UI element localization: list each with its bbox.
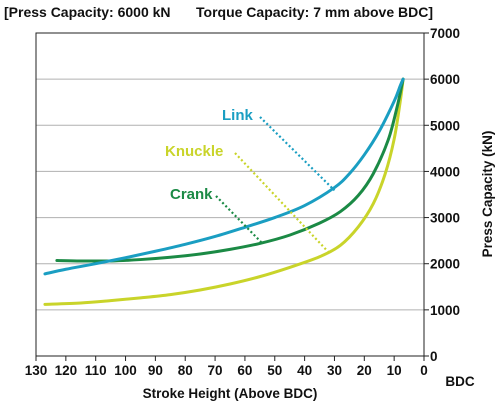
x-tick-label: 100 <box>114 363 137 378</box>
series-annotations: Link Knuckle Crank <box>165 107 336 253</box>
x-tick-label: 20 <box>357 363 372 378</box>
x-tick-label: 40 <box>297 363 312 378</box>
y-tick-label: 2000 <box>430 257 460 272</box>
y-axis-label: Press Capacity (kN) <box>480 131 495 258</box>
annotation-leader-crank <box>215 195 264 245</box>
annotation-leader-knuckle <box>234 152 330 253</box>
y-axis-ticks: 0 1000 2000 3000 4000 5000 6000 7000 <box>424 26 460 364</box>
x-tick-label: 130 <box>25 363 48 378</box>
series-line-crank <box>55 77 405 263</box>
y-tick-label: 5000 <box>430 118 460 133</box>
header-press-capacity: [Press Capacity: 6000 kN <box>4 4 171 20</box>
series-lines <box>43 77 405 306</box>
annotation-label-link: Link <box>222 107 253 124</box>
x-tick-label: 30 <box>327 363 342 378</box>
y-tick-label: 6000 <box>430 72 460 87</box>
x-tick-label: 50 <box>267 363 282 378</box>
x-tick-label: 90 <box>148 363 163 378</box>
x-tick-label: 60 <box>237 363 252 378</box>
x-tick-label: 120 <box>55 363 78 378</box>
y-tick-label: 1000 <box>430 303 460 318</box>
x-tick-label: 10 <box>387 363 402 378</box>
series-line-knuckle <box>43 77 405 306</box>
annotation-label-crank: Crank <box>170 186 213 203</box>
header-torque-capacity: Torque Capacity: 7 mm above BDC] <box>196 4 433 20</box>
x-axis-bdc-label: BDC <box>445 374 474 389</box>
x-tick-label: 80 <box>178 363 193 378</box>
x-tick-label: 110 <box>85 363 107 378</box>
x-axis-label: Stroke Height (Above BDC) <box>143 386 318 401</box>
y-tick-label: 0 <box>430 349 438 364</box>
plot-area-frame <box>35 32 425 357</box>
annotation-label-knuckle: Knuckle <box>165 143 223 160</box>
x-tick-label: 0 <box>420 363 428 378</box>
x-axis-ticks: 130 120 110 100 90 80 70 60 50 40 30 20 10 0 <box>25 356 428 378</box>
series-line-link <box>43 77 405 276</box>
y-tick-label: 7000 <box>430 26 460 41</box>
y-tick-label: 4000 <box>430 164 460 179</box>
y-tick-label: 3000 <box>430 211 460 226</box>
annotation-leader-link <box>259 116 336 192</box>
x-tick-label: 70 <box>208 363 223 378</box>
